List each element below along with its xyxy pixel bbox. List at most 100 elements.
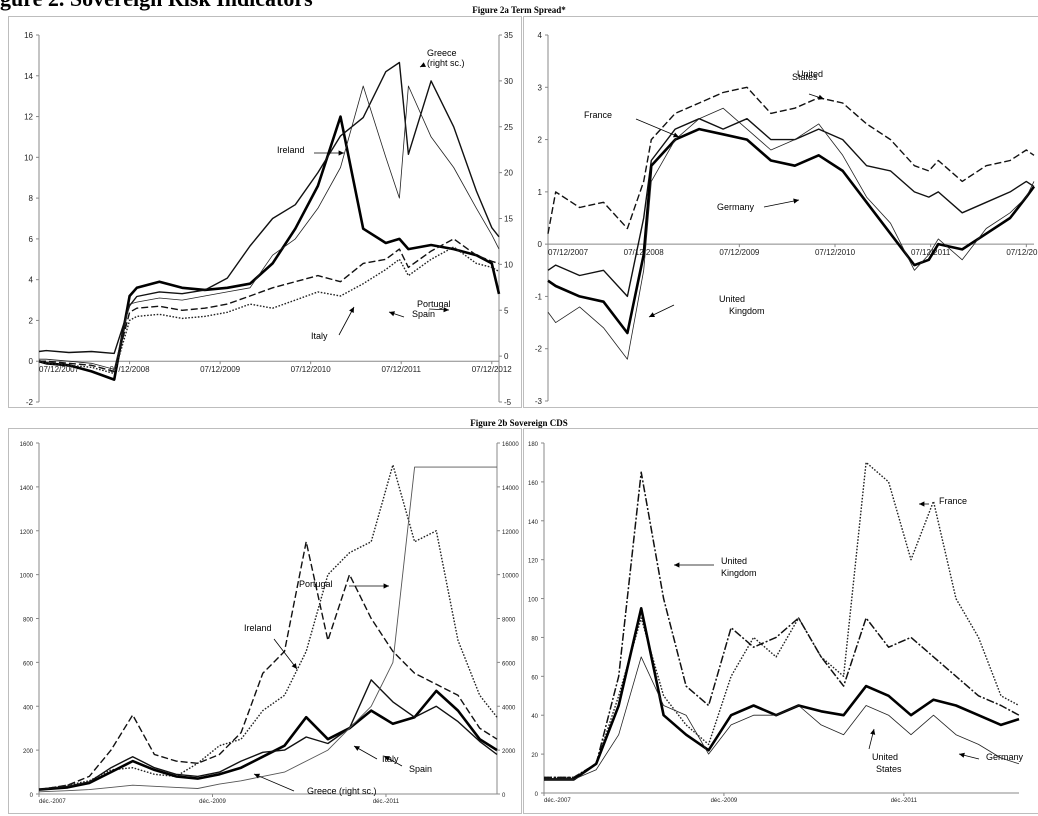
y-tick-label: 120 (528, 559, 539, 565)
x-tick-label: 07/12/2007 (548, 248, 589, 257)
series-line-spain (38, 689, 498, 791)
annotation-label: Germany (986, 752, 1024, 762)
series-line-italy (38, 246, 500, 375)
annotation-label: (right sc.) (427, 58, 465, 68)
y2-tick-label: 10 (504, 260, 513, 269)
y2-tick-label: 25 (504, 123, 513, 132)
annotation-label: Greece (right sc.) (307, 786, 377, 796)
cds-periphery-chart: 0200400600800100012001400160002000400060… (20, 442, 520, 805)
annotation-label: Germany (717, 202, 755, 212)
y-tick-label: 1200 (20, 530, 34, 536)
annotation-arrowhead (389, 311, 395, 317)
series-line-france (544, 461, 1020, 779)
series-line-greece-right-sc (38, 466, 497, 793)
cds-periphery-panel: 0 200 400 600 800 1000 1200 1400 1600 0 2000 4000 60… (8, 428, 522, 814)
annotation-arrow (273, 638, 298, 670)
y-tick-label: 3 (538, 83, 543, 92)
annotation-arrowhead (338, 150, 344, 156)
annotation-arrowhead (793, 198, 799, 204)
x-tick-label: 07/12/2010 (815, 248, 856, 257)
y2-tick-label: 20 (504, 169, 513, 178)
y-tick-label: -2 (26, 398, 34, 407)
y2-tick-label: 6000 (502, 661, 516, 667)
annotation-arrowhead (349, 307, 354, 313)
term-spread-periphery-panel: -2 0 2 4 6 8 10 12 14 16 -5 0 5 10 15 20 25 30 35 07/12/200… (8, 16, 522, 408)
x-tick-label: 07/12/2010 (291, 365, 332, 374)
x-tick-label: déc.-2009 (199, 799, 226, 805)
series-line-united-states (547, 86, 1035, 234)
annotation-label: States (792, 72, 818, 82)
y-tick-label: 1000 (20, 574, 34, 580)
y2-tick-label: 8000 (502, 618, 516, 624)
y-tick-label: 400 (23, 705, 34, 711)
annotation-arrowhead (673, 132, 679, 138)
y2-tick-label: 5 (504, 306, 509, 315)
y2-tick-label: 14000 (502, 486, 519, 492)
x-tick-label: déc.-2011 (891, 798, 918, 804)
annotation-arrowhead (959, 752, 965, 758)
series-line-ireland (38, 115, 501, 381)
annotation-label: Greece (427, 48, 457, 58)
annotation-label: Spain (412, 309, 435, 319)
x-tick-label: déc.-2011 (373, 799, 400, 805)
series-line-united-states (544, 656, 1020, 780)
annotation-label: United (797, 69, 823, 79)
y-tick-label: 0 (538, 240, 543, 249)
x-tick-label: 07/12/2012 (1006, 248, 1038, 257)
annotation-label: Portugal (417, 299, 451, 309)
y-tick-label: 20 (531, 753, 538, 759)
y-tick-label: 2 (29, 316, 34, 325)
y2-tick-label: 10000 (502, 574, 519, 580)
annotation-arrow (763, 199, 800, 208)
x-tick-label: déc.-2007 (544, 798, 571, 804)
y-tick-label: 16 (24, 31, 33, 40)
x-tick-label: 07/12/2012 (472, 365, 513, 374)
y-tick-label: 1400 (20, 486, 34, 492)
term-spread-periphery-chart: -2 0 2 4 6 8 10 12 14 16 -5 0 5 10 15 20 25 30 35 07/12/200… (24, 31, 513, 407)
x-tick-label: déc.-2009 (711, 798, 738, 804)
y-tick-label: 600 (23, 661, 34, 667)
series-line-italy (38, 679, 498, 791)
y2-tick-label: 15 (504, 215, 513, 224)
annotation-label: Italy (311, 331, 328, 341)
y2-tick-label: 0 (504, 352, 509, 361)
annotation-label: France (584, 110, 612, 120)
annotation-label: Italy (382, 754, 399, 764)
term-spread-core-panel: -3 -2 -1 0 1 2 3 4 07/12/2007 07/12/2008 07/12/200… (523, 16, 1038, 408)
annotation-arrowhead (919, 501, 925, 507)
y-tick-label: -2 (535, 345, 543, 354)
y-tick-label: 160 (528, 481, 539, 487)
annotation-label: United (719, 294, 745, 304)
series-line-portugal (39, 85, 500, 370)
y-tick-label: 180 (528, 442, 539, 448)
y2-tick-label: 2000 (502, 749, 516, 755)
series-line-portugal (38, 464, 498, 791)
x-tick-label: 07/12/2007 (39, 365, 80, 374)
series-line-united-kingdom (547, 107, 1035, 360)
y-tick-label: 10 (24, 153, 33, 162)
y-tick-label: 12 (24, 113, 33, 122)
y-tick-label: 4 (29, 276, 34, 285)
annotation-label: Kingdom (729, 306, 765, 316)
series-line-france (547, 117, 1035, 298)
y2-tick-label: 30 (504, 77, 513, 86)
annotation-arrow (253, 773, 295, 792)
figure-2b-title: Figure 2b Sovereign CDS (470, 418, 568, 428)
annotation-label: United (872, 752, 898, 762)
annotation-label: Kingdom (721, 568, 757, 578)
figure-2a-title: Figure 2a Term Spread* (472, 5, 566, 15)
annotation-arrowhead (420, 62, 426, 67)
annotation-arrow (635, 118, 680, 138)
y-tick-label: 140 (528, 520, 539, 526)
y-tick-label: 60 (531, 675, 538, 681)
x-tick-label: 07/12/2009 (719, 248, 760, 257)
y2-tick-label: 4000 (502, 705, 516, 711)
y-tick-label: 1 (538, 188, 543, 197)
y-tick-label: 6 (29, 235, 34, 244)
annotation-arrowhead (649, 312, 655, 317)
y-tick-label: 1600 (20, 442, 34, 448)
y-tick-label: 14 (24, 72, 33, 81)
y-tick-label: -1 (535, 292, 543, 301)
annotation-label: Ireland (244, 623, 272, 633)
